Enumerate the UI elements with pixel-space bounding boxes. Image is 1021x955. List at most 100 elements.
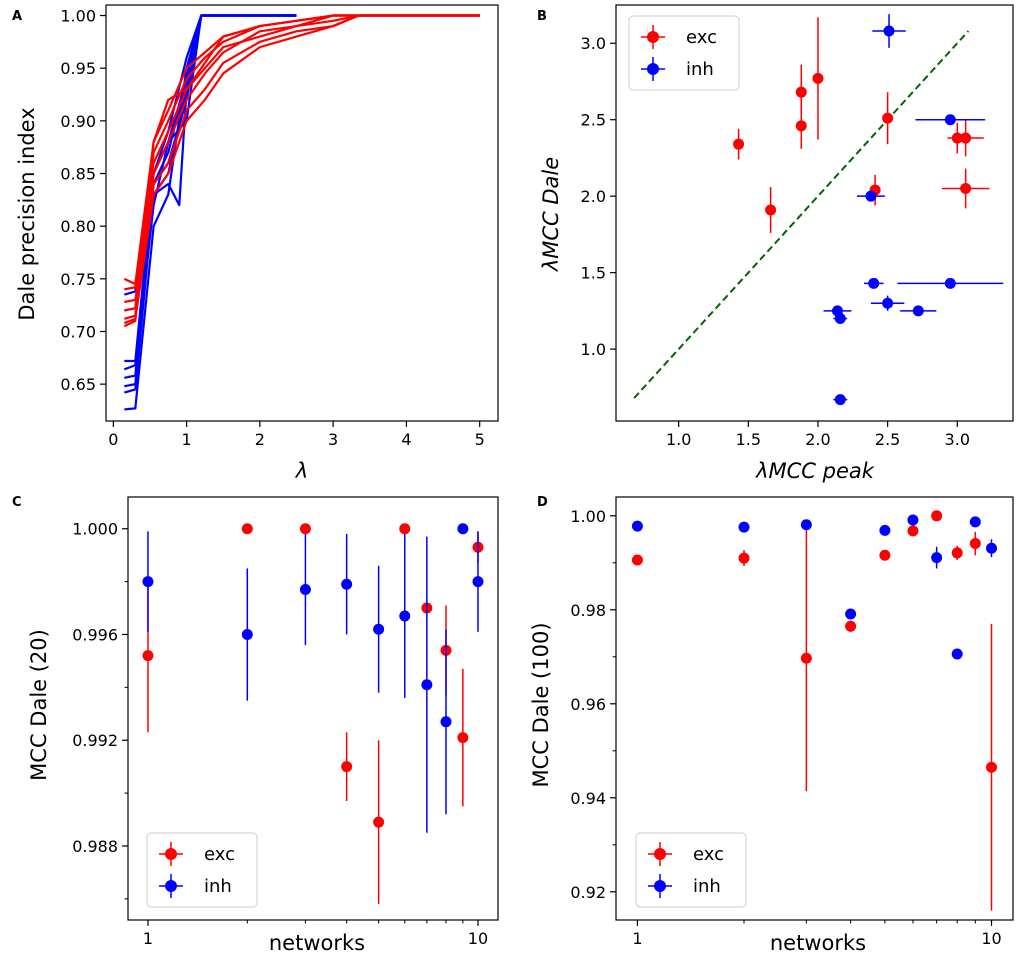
panel-c-exc-point	[142, 650, 154, 662]
panel-c-exc-point	[373, 816, 385, 828]
panel-letter-d: D	[537, 495, 548, 510]
panel-b-exc-point	[795, 120, 807, 132]
panel-d-inh-point	[969, 516, 981, 528]
panel-c-exc-point	[241, 523, 253, 535]
panel-d-legend-marker	[654, 848, 666, 860]
panel-b-legend-label: inh	[686, 59, 714, 80]
panel-a-xtick-label: 5	[475, 430, 485, 449]
panel-b-xtick-label: 2.0	[805, 430, 830, 449]
panel-b-ytick-label: 2.0	[581, 187, 606, 206]
panel-a-exc-line	[123, 14, 480, 286]
panel-b-data	[633, 14, 1004, 406]
panel-d-legend-label: exc	[693, 844, 724, 865]
panel-d-ytick-label: 0.96	[570, 695, 606, 714]
panel-b-ytick-label: 2.5	[581, 111, 606, 130]
panel-d-exc-point	[738, 552, 750, 564]
panel-a-exc-line	[124, 14, 480, 291]
panel-d-frame	[615, 496, 1014, 921]
panel-b-xtick-label: 1.5	[736, 430, 761, 449]
panel-a-ylabel: Dale precision index	[15, 107, 39, 320]
panel-a-frame	[105, 4, 499, 422]
panel-b-exc-point	[960, 132, 972, 144]
panel-letter-b: B	[537, 9, 547, 24]
panel-c-inh-point	[472, 576, 484, 588]
panel-c-legend-label: inh	[204, 876, 232, 897]
panel-d-inh-point	[931, 552, 943, 564]
panel-d-inh-point	[986, 542, 998, 554]
panel-c-data	[142, 523, 484, 905]
panel-b-plot: 1.0 1.5 2.0 2.5 3.0 1.0 1.5 2.0 2.5 3.0 exc inh	[581, 4, 1014, 449]
panel-a-exc-line	[124, 14, 480, 320]
panel-c-legend-marker	[165, 848, 177, 860]
panel-d-ytick-label: 0.92	[570, 883, 606, 902]
panel-d-legend-label: inh	[693, 876, 721, 897]
panel-c-ytick-label: 0.996	[72, 625, 118, 644]
panel-d-exc-point	[986, 761, 998, 773]
panel-c: C 1 10 0.988 0.992 0.996 1.000 exc inh networks…	[12, 495, 499, 955]
panel-d-inh-point	[879, 524, 891, 536]
panel-c-exc-point	[457, 732, 469, 744]
panel-c-inh-point	[457, 523, 469, 535]
panel-a-xtick-label: 2	[255, 430, 265, 449]
panel-c-ytick-label: 0.988	[72, 837, 118, 856]
panel-d-ylabel: MCC Dale (100)	[529, 622, 553, 787]
panel-b-inh-point	[868, 277, 880, 289]
panel-a-xtick-label: 4	[401, 430, 411, 449]
panel-a-exc-line	[123, 14, 480, 328]
panel-d-data	[631, 510, 998, 911]
panel-b-xtick-label: 3.0	[945, 430, 970, 449]
panel-b-ytick-label: 1.0	[581, 340, 606, 359]
panel-c-legend-label: exc	[204, 844, 235, 865]
panel-d-exc-point	[951, 547, 963, 559]
panel-a-xtick-label: 1	[182, 430, 192, 449]
panel-c-exc-point	[299, 523, 311, 535]
panel-b: B 1.0 1.5 2.0 2.5 3.0 1.0 1.5 2.0 2.5 3.0 exc inh λ…	[537, 4, 1014, 483]
panel-c-frame	[127, 496, 499, 921]
panel-b-ylabel: λMCC Dale	[539, 157, 563, 272]
panel-b-inh-point	[834, 313, 846, 325]
panel-b-xtick-label: 1.0	[666, 430, 691, 449]
panel-d-exc-point	[907, 525, 919, 537]
panel-a-ytick-label: 0.85	[60, 165, 96, 184]
panel-d-plot: 1 10 0.92 0.94 0.96 0.98 1.00 exc inh	[570, 496, 1014, 948]
panel-c-inh-point	[299, 584, 311, 596]
panel-d-ytick-label: 0.98	[570, 601, 606, 620]
panel-b-xtick-label: 2.5	[875, 430, 900, 449]
panel-b-ytick-label: 1.5	[581, 264, 606, 283]
panel-a-ytick-label: 0.75	[60, 270, 96, 289]
panel-b-inh-point	[834, 394, 846, 406]
panel-d-exc-point	[969, 538, 981, 550]
panel-a-plot: 0 1 2 3 4 5 0.65 0.70 0.75 0.80 0.85 0.90 0.95 1.00	[60, 4, 499, 449]
panel-a-ytick-label: 0.90	[60, 112, 96, 131]
panel-c-legend-box	[146, 832, 258, 908]
panel-c-exc-point	[341, 761, 353, 773]
panel-a-xtick-label: 0	[108, 430, 118, 449]
panel-b-legend-marker	[647, 31, 659, 43]
panel-a-ytick-label: 0.65	[60, 375, 96, 394]
panel-d-exc-point	[631, 554, 643, 566]
panel-c-ylabel: MCC Dale (20)	[27, 629, 51, 781]
panel-a-xtick-label: 3	[328, 430, 338, 449]
panel-d-legend-box	[635, 832, 747, 908]
panel-a-exc-line	[123, 14, 480, 325]
panel-c-inh-point	[440, 716, 452, 728]
panel-d-inh-point	[631, 520, 643, 532]
panel-b-legend-label: exc	[686, 27, 717, 48]
panel-b-exc-point	[795, 86, 807, 98]
panel-letter-a: A	[12, 9, 22, 24]
panel-b-legend-marker	[647, 63, 659, 75]
panel-c-xlabel: networks	[269, 931, 365, 955]
panel-c-inh-point	[373, 623, 385, 635]
panel-d-ytick-label: 0.94	[570, 789, 606, 808]
panel-c-plot: 1 10 0.988 0.992 0.996 1.000 exc inh	[72, 496, 499, 948]
panel-b-inh-point	[882, 297, 894, 309]
panel-b-xlabel: λMCC peak	[755, 459, 875, 483]
panel-b-exc-point	[882, 112, 894, 124]
panel-b-inh-point	[912, 305, 924, 317]
panel-d-exc-point	[800, 652, 812, 664]
panel-d-xtick-label: 1	[632, 929, 642, 948]
panel-b-frame	[615, 4, 1014, 422]
panel-b-inh-point	[944, 277, 956, 289]
panel-d-inh-point	[845, 608, 857, 620]
panel-d-exc-point	[879, 549, 891, 561]
